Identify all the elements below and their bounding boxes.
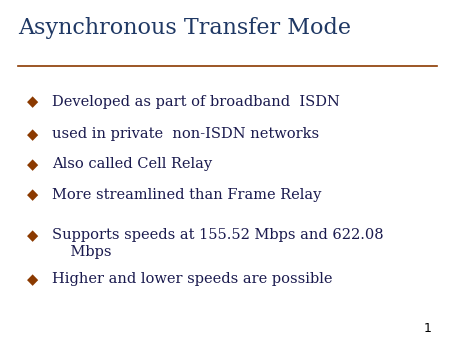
- Text: ◆: ◆: [27, 228, 38, 243]
- Text: ◆: ◆: [27, 157, 38, 172]
- Text: ◆: ◆: [27, 272, 38, 287]
- Text: Developed as part of broadband  ISDN: Developed as part of broadband ISDN: [52, 95, 340, 108]
- Text: Also called Cell Relay: Also called Cell Relay: [52, 157, 212, 171]
- Text: ◆: ◆: [27, 95, 38, 110]
- Text: ◆: ◆: [27, 127, 38, 142]
- Text: Supports speeds at 155.52 Mbps and 622.08
    Mbps: Supports speeds at 155.52 Mbps and 622.0…: [52, 228, 383, 259]
- Text: 1: 1: [424, 322, 432, 335]
- Text: More streamlined than Frame Relay: More streamlined than Frame Relay: [52, 188, 321, 201]
- Text: used in private  non-ISDN networks: used in private non-ISDN networks: [52, 127, 319, 141]
- Text: Asynchronous Transfer Mode: Asynchronous Transfer Mode: [18, 17, 351, 39]
- Text: ◆: ◆: [27, 188, 38, 202]
- Text: Higher and lower speeds are possible: Higher and lower speeds are possible: [52, 272, 332, 286]
